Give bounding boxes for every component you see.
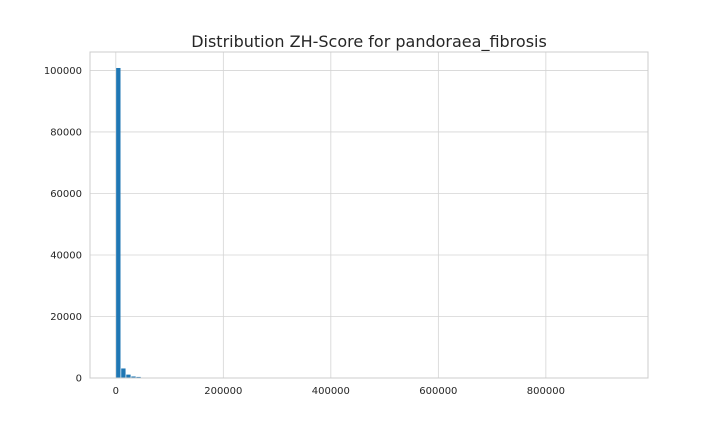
x-tick-label: 200000 (204, 386, 242, 397)
x-tick-label: 0 (113, 386, 119, 397)
histogram-bar (126, 374, 131, 378)
chart-title: Distribution ZH-Score for pandoraea_fibr… (191, 32, 547, 52)
plot-frame (89, 51, 649, 379)
x-axis-ticks: 0 200000 400000 600000 800000 (113, 386, 565, 397)
histogram-bar (136, 376, 141, 378)
y-tick-label: 60000 (50, 189, 82, 200)
y-tick-label: 0 (76, 374, 82, 385)
histogram-bar (121, 368, 126, 378)
histogram-bar (131, 376, 136, 378)
y-tick-label: 20000 (50, 312, 82, 323)
x-tick-label: 600000 (419, 386, 457, 397)
plot-border (89, 51, 649, 379)
grid-lines (90, 52, 648, 379)
x-tick-label: 800000 (527, 386, 565, 397)
x-tick-label: 400000 (312, 386, 350, 397)
histogram-bar (116, 67, 121, 378)
y-axis-ticks: 0 20000 40000 60000 80000 100000 (44, 66, 82, 385)
y-tick-label: 80000 (50, 127, 82, 138)
y-tick-label: 40000 (50, 250, 82, 261)
y-tick-label: 100000 (44, 66, 82, 77)
